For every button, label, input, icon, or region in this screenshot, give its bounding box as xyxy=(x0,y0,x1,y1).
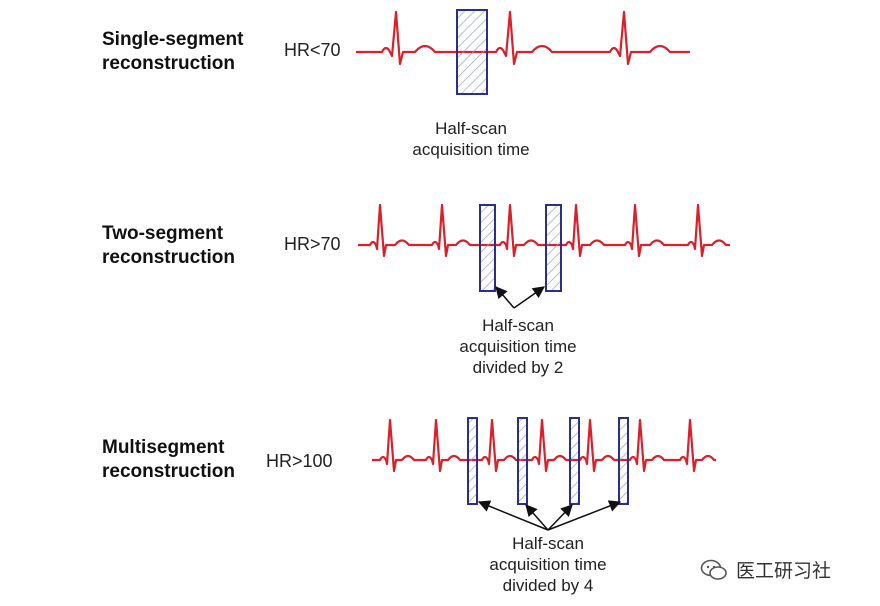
row1-caption: Half-scan acquisition time xyxy=(386,118,556,160)
row1-caption-line1: Half-scan xyxy=(435,119,507,138)
row3-arrow-1 xyxy=(477,500,549,531)
row1-label-line2: reconstruction xyxy=(102,53,236,74)
row3-acquisition-window-2 xyxy=(517,417,528,505)
row3-caption: Half-scan acquisition time divided by 4 xyxy=(463,533,633,596)
row3-acquisition-window-4 xyxy=(618,417,629,505)
row1-ecg-trace xyxy=(356,10,690,66)
row2-caption: Half-scan acquisition time divided by 2 xyxy=(433,315,603,378)
row2-label-line2: reconstruction xyxy=(102,247,236,268)
row1-label: Single-segment reconstruction xyxy=(102,28,243,76)
row2-heart-rate: HR>70 xyxy=(284,234,341,254)
row2-acquisition-window-2 xyxy=(545,204,562,292)
row2-caption-line3: divided by 2 xyxy=(472,358,564,377)
row2-caption-line2: acquisition time xyxy=(459,337,577,356)
row1-heart-rate: HR<70 xyxy=(284,40,341,60)
row2-caption-line1: Half-scan xyxy=(482,316,554,335)
row2-label: Two-segment reconstruction xyxy=(102,222,235,270)
row1-caption-line2: acquisition time xyxy=(412,140,530,159)
row3-label-line1: Multisegment xyxy=(102,437,225,458)
row2-label-line1: Two-segment xyxy=(102,223,224,244)
row3-caption-line2: acquisition time xyxy=(489,555,607,574)
row2-arrow-1 xyxy=(495,286,515,309)
row3-arrow-3 xyxy=(547,504,573,531)
row2-arrow-2 xyxy=(513,286,545,309)
row3-arrow-4 xyxy=(547,500,622,531)
row1-label-line1: Single-segment xyxy=(102,29,244,50)
row3-label-line2: reconstruction xyxy=(102,461,236,482)
row2-acquisition-window-1 xyxy=(479,204,496,292)
row2-ecg-trace xyxy=(358,203,730,258)
row3-heart-rate: HR>100 xyxy=(266,451,333,471)
row3-acquisition-window-1 xyxy=(467,417,478,505)
row3-acquisition-window-3 xyxy=(569,417,580,505)
row1-acquisition-window xyxy=(456,9,488,95)
watermark-text: 医工研习社 xyxy=(736,561,832,582)
row3-ecg-trace xyxy=(372,418,716,473)
watermark: 医工研习社 xyxy=(700,556,831,583)
row3-label: Multisegment reconstruction xyxy=(102,436,235,484)
wechat-icon xyxy=(700,559,727,580)
row3-caption-line1: Half-scan xyxy=(512,534,584,553)
row3-arrow-2 xyxy=(525,504,549,531)
row3-caption-line3: divided by 4 xyxy=(502,576,594,595)
